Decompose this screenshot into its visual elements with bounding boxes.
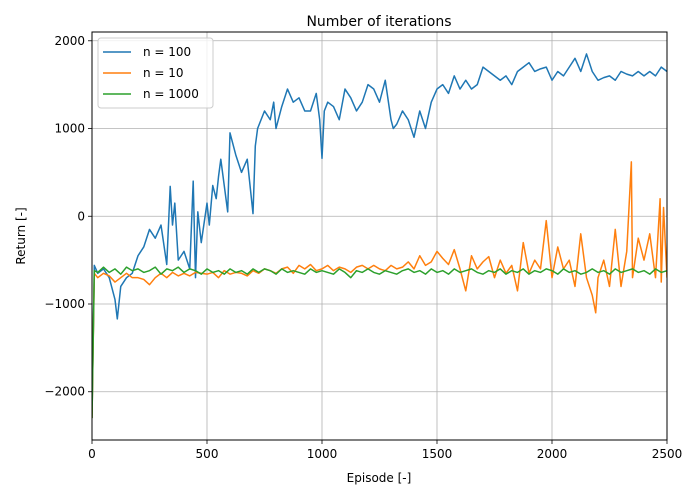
y-axis-label: Return [-] bbox=[14, 207, 28, 264]
y-tick-label: 0 bbox=[77, 209, 85, 223]
plot-series bbox=[92, 53, 667, 419]
x-axis: 0 500 1000 1500 2000 2500 bbox=[88, 440, 682, 461]
x-tick-label: 1000 bbox=[307, 447, 338, 461]
y-axis: −2000 −1000 0 1000 2000 bbox=[44, 34, 92, 399]
grid-lines bbox=[91, 32, 668, 440]
y-tick-label: 2000 bbox=[54, 34, 85, 48]
legend: n = 100 n = 10 n = 1000 bbox=[97, 37, 214, 109]
x-tick-label: 2000 bbox=[537, 447, 568, 461]
legend-label-3: n = 1000 bbox=[143, 87, 199, 101]
x-tick-label: 1500 bbox=[422, 447, 453, 461]
y-tick-label: 1000 bbox=[54, 122, 85, 136]
x-axis-label: Episode [-] bbox=[347, 471, 412, 485]
x-tick-label: 0 bbox=[88, 447, 96, 461]
legend-box bbox=[97, 37, 214, 109]
y-tick-label: −1000 bbox=[44, 297, 85, 311]
legend-label-1: n = 100 bbox=[143, 45, 191, 59]
x-tick-label: 500 bbox=[196, 447, 219, 461]
chart-title: Number of iterations bbox=[306, 14, 451, 30]
legend-label-2: n = 10 bbox=[143, 66, 184, 80]
x-tick-label: 2500 bbox=[652, 447, 683, 461]
y-tick-label: −2000 bbox=[44, 385, 85, 399]
plot-frame bbox=[91, 31, 668, 441]
series-line-3 bbox=[92, 266, 667, 419]
series-line-2 bbox=[92, 161, 667, 419]
series-line-1 bbox=[92, 53, 667, 419]
